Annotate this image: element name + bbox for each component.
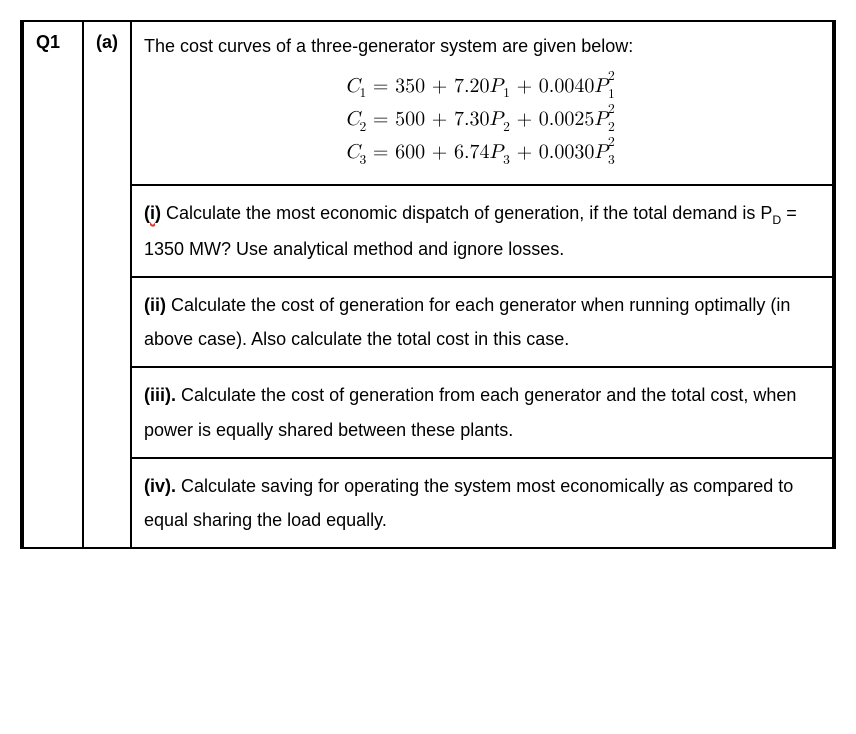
subpart-label: (i) bbox=[144, 203, 161, 223]
subpart-text: Calculate the cost of generation from ea… bbox=[144, 385, 796, 439]
subpart-label: (ii) bbox=[144, 295, 166, 315]
subpart-cell-i: (i) Calculate the most economic dispatch… bbox=[131, 185, 833, 277]
subpart-text: Calculate saving for operating the syste… bbox=[144, 476, 793, 530]
question-number: Q1 bbox=[36, 32, 60, 52]
intro-text: The cost curves of a three-generator sys… bbox=[144, 32, 820, 61]
equation-2: C2 = 500 + 7.30P2 + 0.0025P22 bbox=[144, 104, 820, 137]
subpart-label: (iv). bbox=[144, 476, 176, 496]
equations-block: C1 = 350 + 7.20P1 + 0.0040P21C2 = 500 + … bbox=[144, 71, 820, 170]
subpart-text: Calculate the cost of generation for eac… bbox=[144, 295, 790, 349]
subpart-cell-iii: (iii). Calculate the cost of generation … bbox=[131, 367, 833, 457]
subpart-label: (iii). bbox=[144, 385, 176, 405]
equation-1: C1 = 350 + 7.20P1 + 0.0040P21 bbox=[144, 71, 820, 104]
intro-cell: The cost curves of a three-generator sys… bbox=[131, 21, 833, 185]
question-number-cell: Q1 bbox=[23, 21, 83, 548]
subpart-text: Calculate the most economic dispatch of … bbox=[144, 203, 797, 259]
part-label-cell: (a) bbox=[83, 21, 131, 548]
question-table: Q1 (a) The cost curves of a three-genera… bbox=[22, 20, 834, 549]
subpart-cell-iv: (iv). Calculate saving for operating the… bbox=[131, 458, 833, 548]
subpart-cell-ii: (ii) Calculate the cost of generation fo… bbox=[131, 277, 833, 367]
equation-3: C3 = 600 + 6.74P3 + 0.0030P23 bbox=[144, 137, 820, 170]
part-label: (a) bbox=[96, 32, 118, 52]
